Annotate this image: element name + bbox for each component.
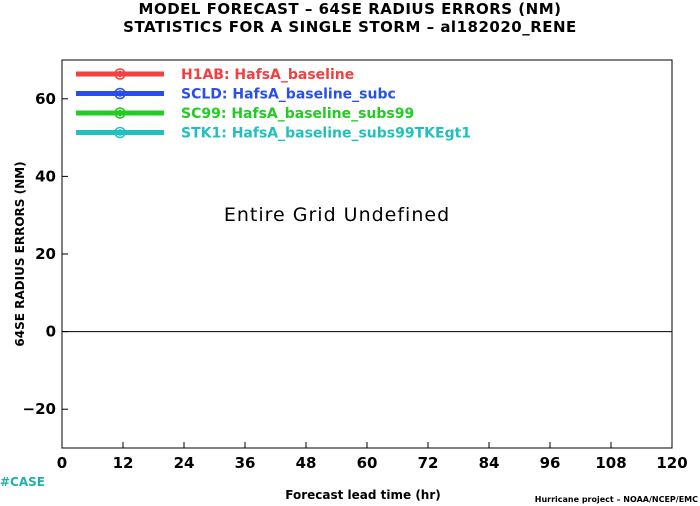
x-axis-title: Forecast lead time (hr) bbox=[285, 488, 441, 502]
legend-item: SCLD: HafsA_baseline_subc bbox=[76, 87, 396, 103]
legend-marker-fill bbox=[116, 129, 124, 136]
legend-label: SCLD: HafsA_baseline_subc bbox=[181, 87, 396, 103]
chart-title: MODEL FORECAST – 64SE RADIUS ERRORS (NM) bbox=[138, 0, 562, 18]
x-tick-label: 96 bbox=[540, 454, 561, 472]
legend-item: H1AB: HafsA_baseline bbox=[76, 67, 354, 83]
legend: H1AB: HafsA_baseline SCLD: HafsA_baseline… bbox=[76, 67, 471, 142]
x-tick-label: 12 bbox=[113, 454, 134, 472]
legend-marker-fill bbox=[116, 90, 124, 97]
chart-subtitle: STATISTICS FOR A SINGLE STORM – al182020… bbox=[123, 18, 577, 36]
x-tick-label: 24 bbox=[174, 454, 195, 472]
case-label: #CASE bbox=[0, 475, 45, 489]
y-tick-label: 0 bbox=[46, 323, 56, 341]
legend-marker-fill bbox=[116, 70, 124, 78]
y-axis-title: 64SE RADIUS ERRORS (NM) bbox=[13, 161, 27, 346]
x-tick-label: 72 bbox=[418, 454, 439, 472]
x-tick-label: 108 bbox=[595, 454, 626, 472]
y-tick-label: 40 bbox=[35, 167, 56, 185]
legend-marker bbox=[114, 87, 126, 100]
legend-label: STK1: HafsA_baseline_subs99TKEgt1 bbox=[181, 126, 471, 142]
legend-item: STK1: HafsA_baseline_subs99TKEgt1 bbox=[76, 126, 471, 142]
y-tick-label: 20 bbox=[35, 245, 56, 263]
legend-label: H1AB: HafsA_baseline bbox=[181, 67, 354, 83]
x-tick-label: 60 bbox=[357, 454, 378, 472]
y-tick-label: 60 bbox=[35, 90, 56, 108]
legend-marker-fill bbox=[116, 109, 124, 117]
y-tick-label: −20 bbox=[23, 400, 56, 418]
x-tick-label: 48 bbox=[296, 454, 317, 472]
x-tick-label: 84 bbox=[479, 454, 500, 472]
x-tick-label: 36 bbox=[235, 454, 256, 472]
legend-item: SC99: HafsA_baseline_subs99 bbox=[76, 106, 414, 122]
legend-label: SC99: HafsA_baseline_subs99 bbox=[181, 106, 414, 122]
annotation-entire-grid-undefined: Entire Grid Undefined bbox=[224, 204, 450, 226]
credit-text: Hurricane project – NOAA/NCEP/EMC bbox=[535, 495, 698, 504]
y-axis: −20 0 20 40 60 bbox=[23, 90, 68, 418]
legend-marker bbox=[114, 107, 126, 119]
x-tick-label: 0 bbox=[57, 454, 67, 472]
x-axis: 0 12 24 36 48 60 72 84 96 108 120 bbox=[57, 442, 688, 472]
legend-marker bbox=[114, 68, 126, 80]
x-tick-label: 120 bbox=[656, 454, 687, 472]
legend-marker bbox=[114, 126, 126, 139]
